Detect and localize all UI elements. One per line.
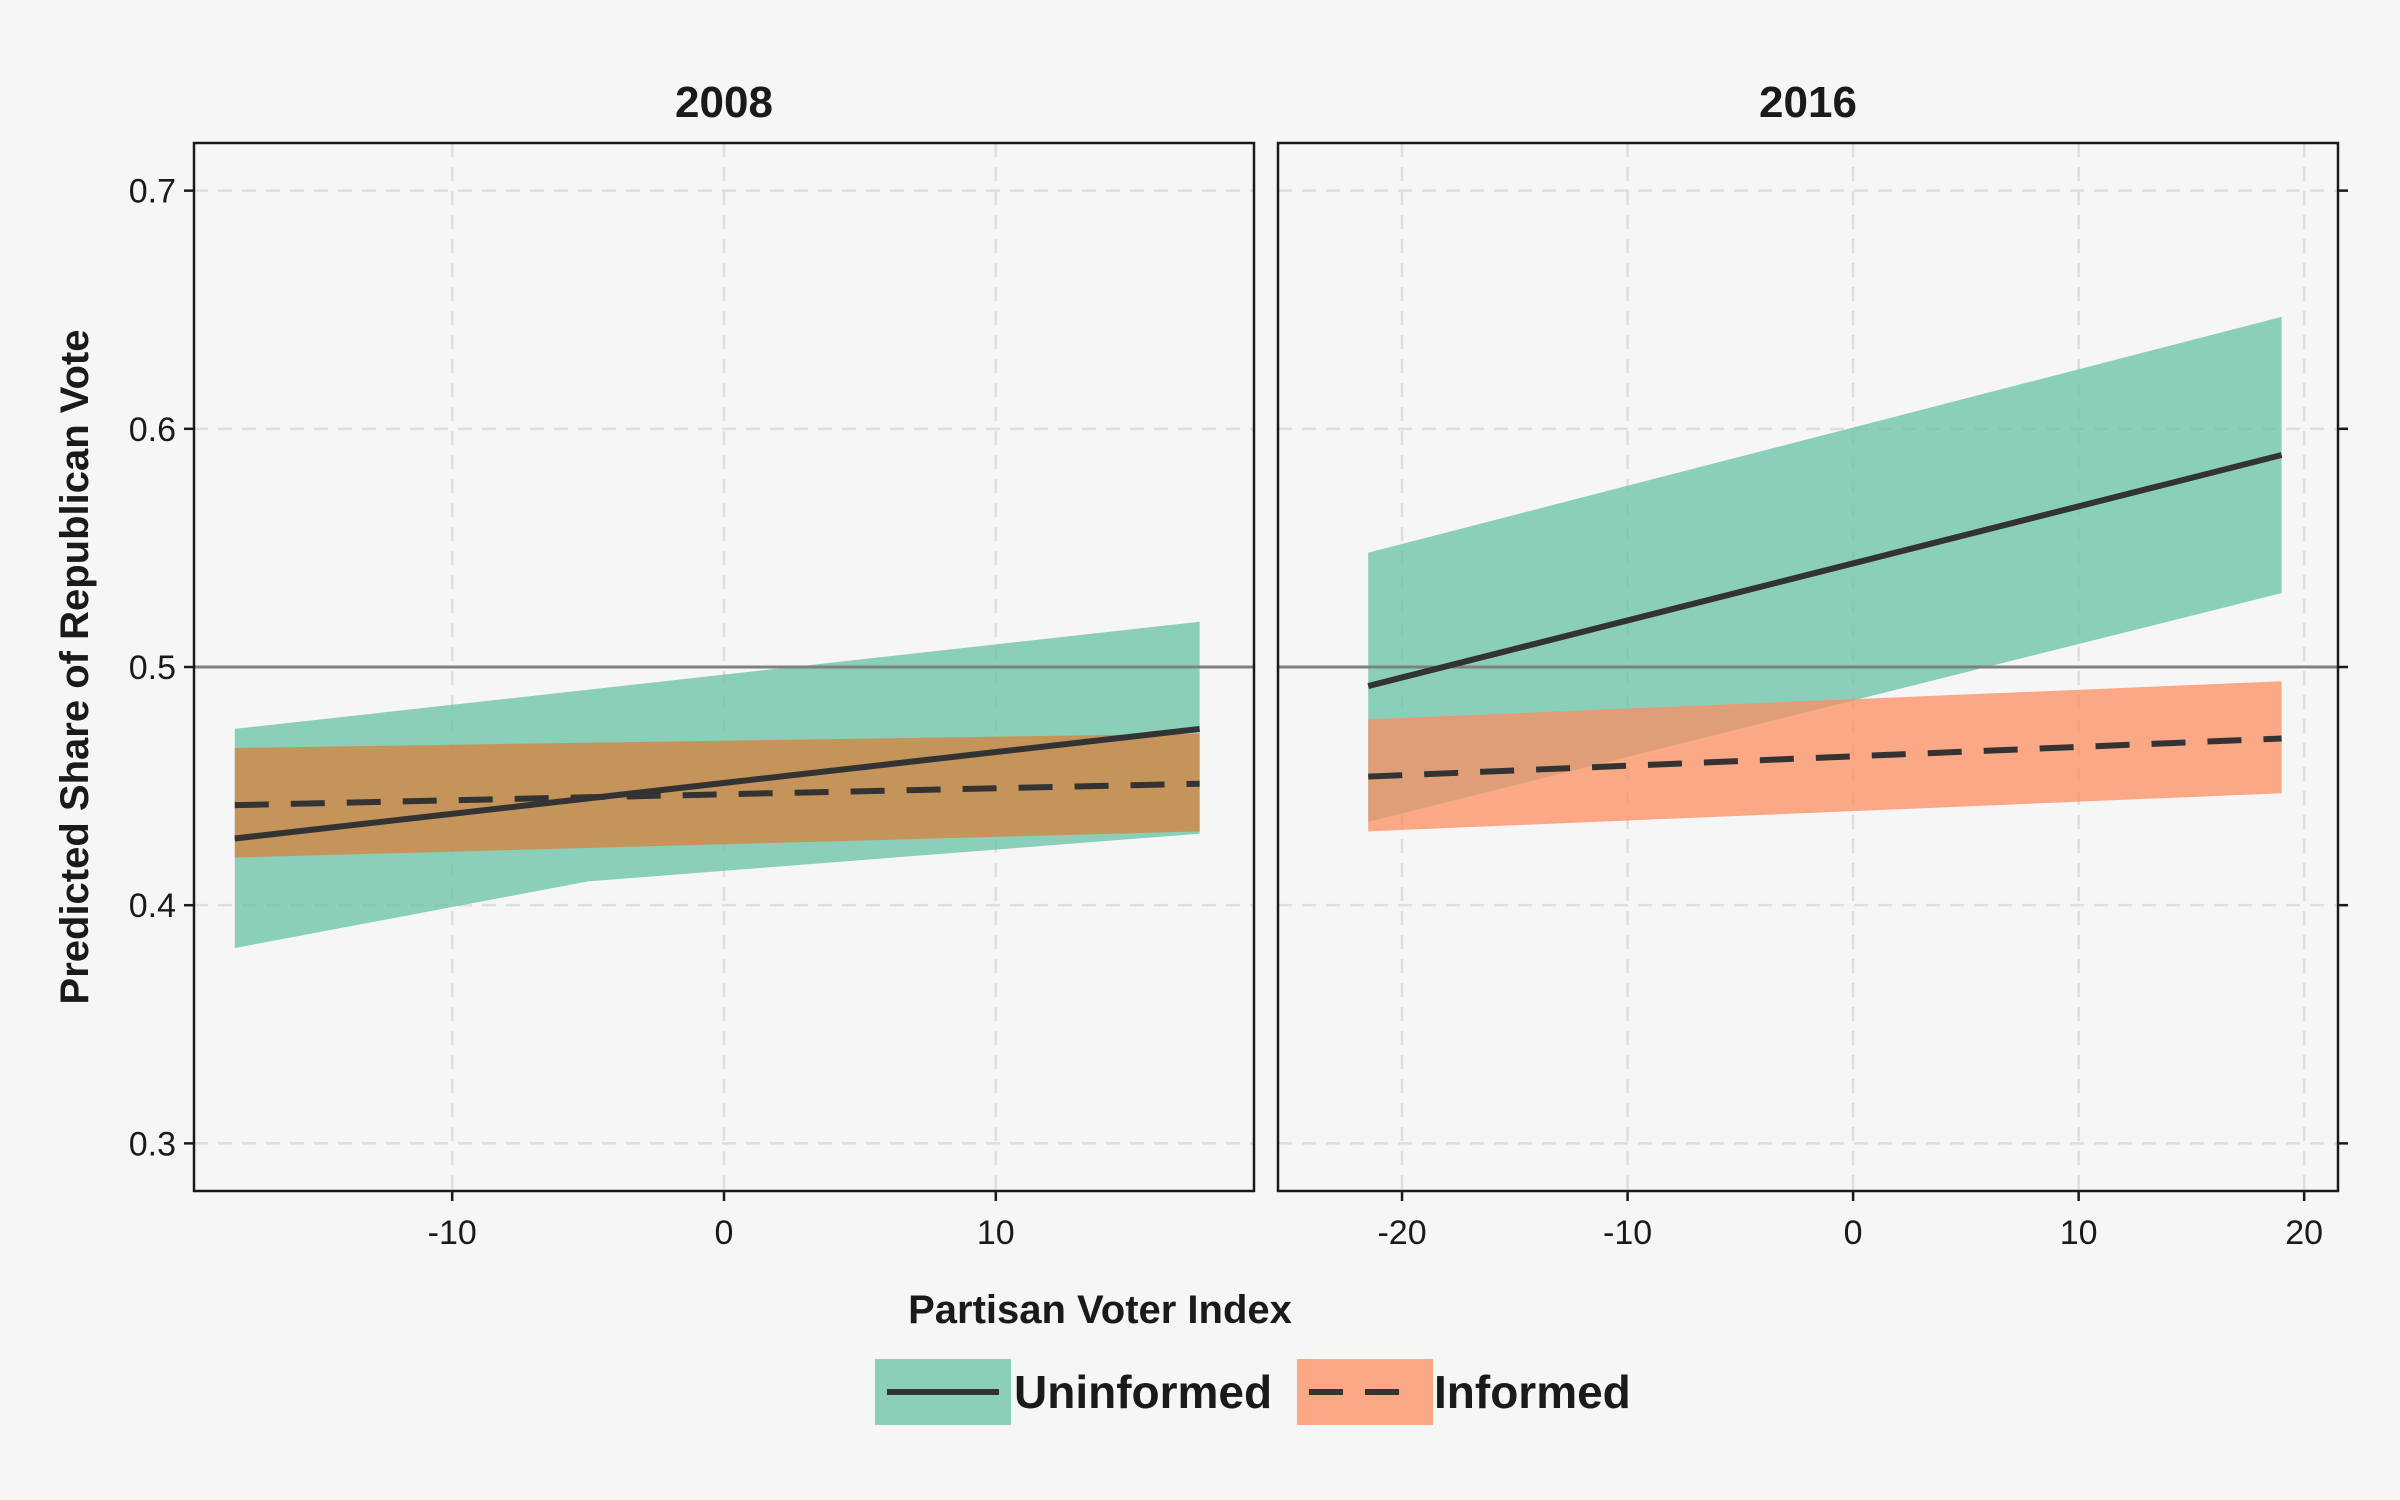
line-uninformed <box>234 725 1200 842</box>
line-informed <box>234 780 1200 809</box>
ribbon-informed <box>234 733 1200 858</box>
x-axis-title: Partisan Voter Index <box>908 1288 1292 1332</box>
legend-item-uninformed: Uninformed <box>875 1359 1272 1425</box>
panel-title: 2016 <box>1759 78 1857 127</box>
y-tick-label: 0.6 <box>129 411 176 449</box>
legend-item-informed: Informed <box>1297 1359 1631 1425</box>
x-tick-label: 10 <box>977 1214 1015 1252</box>
legend-label: Informed <box>1434 1366 1631 1418</box>
legend-label: Uninformed <box>1014 1366 1272 1418</box>
line-uninformed <box>1367 452 2283 689</box>
x-tick-label: 0 <box>1844 1214 1863 1252</box>
line-informed <box>1368 735 2282 780</box>
y-tick-label: 0.4 <box>129 887 176 925</box>
y-tick-label: 0.5 <box>129 649 176 687</box>
y-tick-label: 0.7 <box>129 173 176 211</box>
y-tick-label: 0.3 <box>129 1125 176 1163</box>
x-tick-label: -10 <box>1603 1214 1652 1252</box>
panel-2016: -20 -10 0 10 20 2016 <box>1276 78 2348 1252</box>
panels: 0.3 0.4 0.5 0.6 0.7 -10 0 10 2008 -20 -10 0 10 20 2016 <box>129 78 2348 1252</box>
legend: Uninformed Informed <box>875 1359 1631 1425</box>
x-tick-label: 10 <box>2060 1214 2098 1252</box>
panel-2008: 0.3 0.4 0.5 0.6 0.7 -10 0 10 2008 <box>129 78 1256 1252</box>
y-axis-title: Predicted Share of Republican Vote <box>53 330 97 1005</box>
x-tick-label: 20 <box>2285 1214 2323 1252</box>
x-tick-label: -10 <box>428 1214 477 1252</box>
panel-title: 2008 <box>675 78 773 127</box>
x-tick-label: -20 <box>1377 1214 1426 1252</box>
x-tick-label: 0 <box>715 1214 734 1252</box>
